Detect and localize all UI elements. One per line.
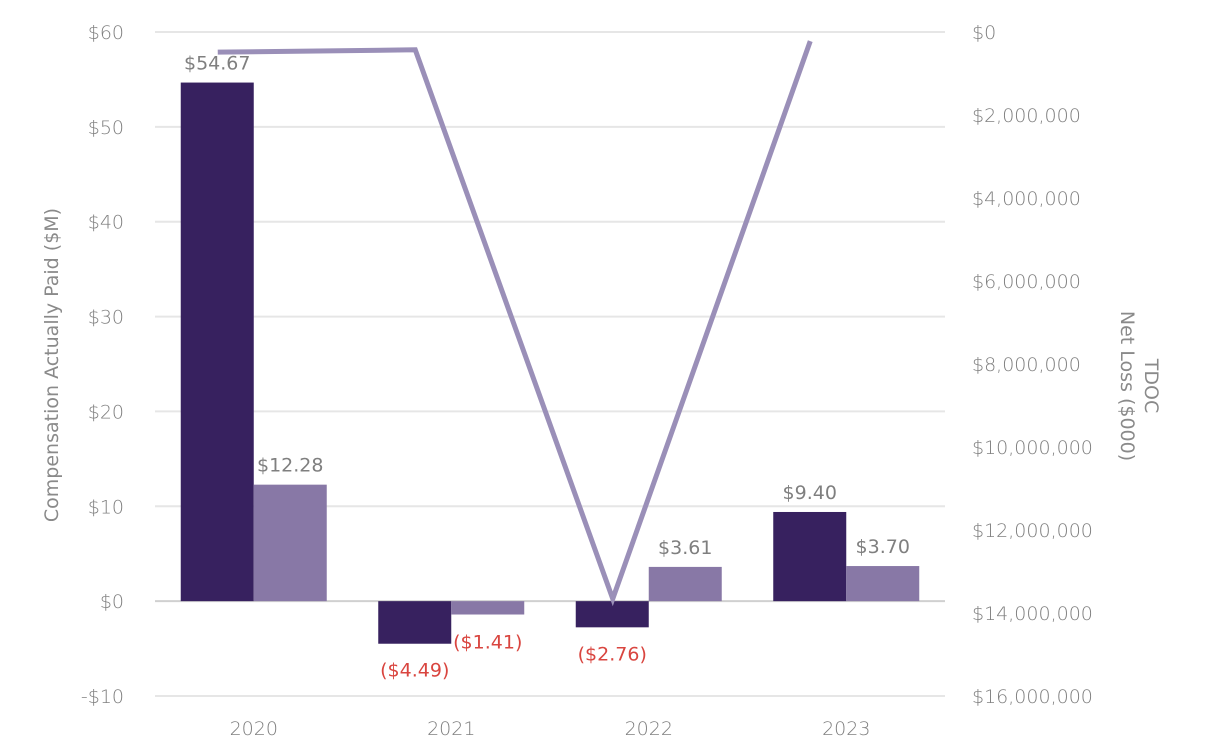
left-axis-title: Compensation Actually Paid ($M) xyxy=(41,208,63,522)
right-tick-label: $14,000,000 xyxy=(972,603,1093,625)
bar xyxy=(575,601,649,628)
right-tick-label: $16,000,000 xyxy=(972,686,1093,708)
data-label: $9.40 xyxy=(783,482,837,504)
x-tick-label: 2021 xyxy=(427,718,475,738)
left-tick-label: $30 xyxy=(88,307,124,329)
x-tick-label: 2023 xyxy=(822,718,870,738)
left-axis-ticks: -$10 $0 $10 $20 $30 $40 $50 $60 xyxy=(81,22,124,708)
bar-series xyxy=(180,82,920,644)
x-tick-label: 2020 xyxy=(230,718,278,738)
left-tick-label: $0 xyxy=(100,591,124,613)
right-tick-label: $12,000,000 xyxy=(972,520,1093,542)
right-tick-label: $0 xyxy=(972,22,996,44)
right-tick-label: $8,000,000 xyxy=(972,354,1081,376)
data-label: $54.67 xyxy=(184,53,250,75)
data-label: ($2.76) xyxy=(578,643,647,665)
data-label: $3.61 xyxy=(658,537,712,559)
right-tick-label: $6,000,000 xyxy=(972,271,1081,293)
left-tick-label: $60 xyxy=(88,22,124,44)
bar xyxy=(253,484,327,602)
line-series xyxy=(217,40,813,607)
bar xyxy=(773,511,847,602)
net-loss-line xyxy=(217,40,813,607)
x-tick-label: 2022 xyxy=(625,718,673,738)
left-tick-label: $10 xyxy=(88,496,124,518)
right-tick-label: $10,000,000 xyxy=(972,437,1093,459)
bar xyxy=(648,566,722,602)
left-tick-label: $40 xyxy=(88,212,124,234)
data-label: ($4.49) xyxy=(380,660,449,682)
right-axis-title: TDOC Net Loss ($000) xyxy=(1116,311,1162,461)
bar xyxy=(846,566,920,602)
right-tick-label: $4,000,000 xyxy=(972,188,1081,210)
left-tick-label: $20 xyxy=(88,401,124,423)
bar xyxy=(180,82,254,602)
data-label: $3.70 xyxy=(856,536,910,558)
left-tick-label: -$10 xyxy=(81,686,124,708)
bar xyxy=(378,601,452,644)
right-axis-title-line1: TDOC xyxy=(1140,358,1162,413)
bar xyxy=(451,601,525,615)
right-tick-label: $2,000,000 xyxy=(972,105,1081,127)
x-axis-ticks: 2020 2021 2022 2023 xyxy=(230,718,871,738)
right-axis-ticks: $0 $2,000,000 $4,000,000 $6,000,000 $8,000,0… xyxy=(972,22,1093,708)
right-axis-title-line2: Net Loss ($000) xyxy=(1116,311,1138,461)
data-label: ($1.41) xyxy=(453,632,522,654)
data-label: $12.28 xyxy=(257,455,323,477)
data-labels: $54.67 ($4.49) ($2.76) $9.40 $12.28 ($1.41) $3… xyxy=(184,53,910,682)
left-tick-label: $50 xyxy=(88,117,124,139)
